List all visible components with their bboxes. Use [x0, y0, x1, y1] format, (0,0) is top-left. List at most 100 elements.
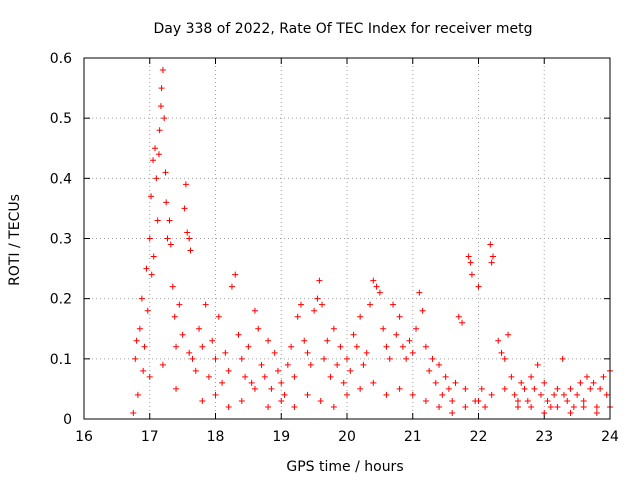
- data-point: [554, 403, 561, 410]
- data-point: [422, 397, 429, 404]
- data-point: [255, 325, 262, 332]
- data-point: [132, 355, 139, 362]
- data-point: [544, 397, 551, 404]
- plot-frame: [83, 57, 611, 420]
- x-tick-label: 19: [272, 429, 290, 445]
- data-point: [166, 217, 173, 224]
- data-point: [350, 331, 357, 338]
- data-point: [186, 349, 193, 356]
- data-point: [238, 397, 245, 404]
- data-point: [291, 373, 298, 380]
- data-point: [426, 367, 433, 374]
- x-tick-label: 22: [470, 429, 488, 445]
- data-point: [603, 391, 610, 398]
- x-tick-label: 24: [601, 429, 619, 445]
- data-point: [541, 379, 548, 386]
- data-point: [452, 379, 459, 386]
- data-point: [528, 373, 535, 380]
- data-point: [248, 379, 255, 386]
- data-point: [370, 379, 377, 386]
- x-tick-label: 23: [535, 429, 553, 445]
- data-points: [130, 67, 613, 416]
- data-point: [205, 373, 212, 380]
- data-point: [580, 403, 587, 410]
- data-point: [432, 379, 439, 386]
- data-point: [386, 355, 393, 362]
- data-point: [324, 337, 331, 344]
- data-point: [148, 271, 155, 278]
- y-tick-label: 0.1: [50, 352, 72, 368]
- y-axis-title: ROTI / TECUs: [7, 194, 23, 286]
- data-point: [590, 379, 597, 386]
- data-point: [462, 385, 469, 392]
- data-point: [150, 157, 157, 164]
- x-tick-label: 21: [404, 429, 422, 445]
- data-point: [288, 343, 295, 350]
- data-point: [593, 409, 600, 416]
- chart-title: Day 338 of 2022, Rate Of TEC Index for r…: [154, 21, 533, 37]
- data-point: [150, 253, 157, 260]
- data-point: [373, 283, 380, 290]
- data-point: [409, 349, 416, 356]
- data-point: [320, 355, 327, 362]
- data-point: [488, 391, 495, 398]
- data-point: [489, 253, 496, 260]
- data-point: [316, 277, 323, 284]
- data-point: [445, 385, 452, 392]
- data-point: [212, 391, 219, 398]
- y-tick-label: 0.4: [50, 171, 72, 187]
- data-point: [560, 391, 567, 398]
- data-point: [173, 343, 180, 350]
- data-point: [567, 409, 574, 416]
- gridlines: [84, 58, 610, 419]
- data-point: [297, 301, 304, 308]
- data-point: [265, 337, 272, 344]
- data-point: [370, 277, 377, 284]
- data-point: [334, 361, 341, 368]
- data-point: [600, 373, 607, 380]
- data-point: [363, 349, 370, 356]
- data-point: [212, 355, 219, 362]
- x-tick-label: 18: [207, 429, 225, 445]
- data-point: [140, 367, 147, 374]
- data-point: [577, 379, 584, 386]
- data-point: [521, 385, 528, 392]
- data-point: [330, 403, 337, 410]
- data-point: [225, 403, 232, 410]
- y-tick-label: 0.5: [50, 111, 72, 127]
- data-point: [574, 391, 581, 398]
- data-point: [245, 343, 252, 350]
- data-point: [541, 409, 548, 416]
- data-point: [419, 307, 426, 314]
- data-point: [413, 325, 420, 332]
- data-point: [171, 313, 178, 320]
- data-point: [152, 145, 159, 152]
- data-point: [189, 355, 196, 362]
- data-point: [337, 343, 344, 350]
- data-point: [399, 343, 406, 350]
- data-point: [156, 127, 163, 134]
- data-point: [416, 289, 423, 296]
- data-point: [265, 403, 272, 410]
- data-point: [148, 193, 155, 200]
- data-point: [383, 391, 390, 398]
- data-point: [202, 301, 209, 308]
- data-point: [251, 307, 258, 314]
- data-point: [570, 403, 577, 410]
- data-point: [478, 385, 485, 392]
- data-point: [225, 367, 232, 374]
- data-point: [163, 199, 170, 206]
- data-point: [429, 355, 436, 362]
- data-point: [403, 355, 410, 362]
- data-point: [528, 403, 535, 410]
- data-point: [219, 379, 226, 386]
- data-point: [511, 391, 518, 398]
- data-point: [159, 67, 166, 74]
- data-point: [199, 397, 206, 404]
- data-point: [514, 403, 521, 410]
- data-point: [167, 241, 174, 248]
- data-point: [154, 217, 161, 224]
- data-point: [176, 301, 183, 308]
- data-point: [157, 103, 164, 110]
